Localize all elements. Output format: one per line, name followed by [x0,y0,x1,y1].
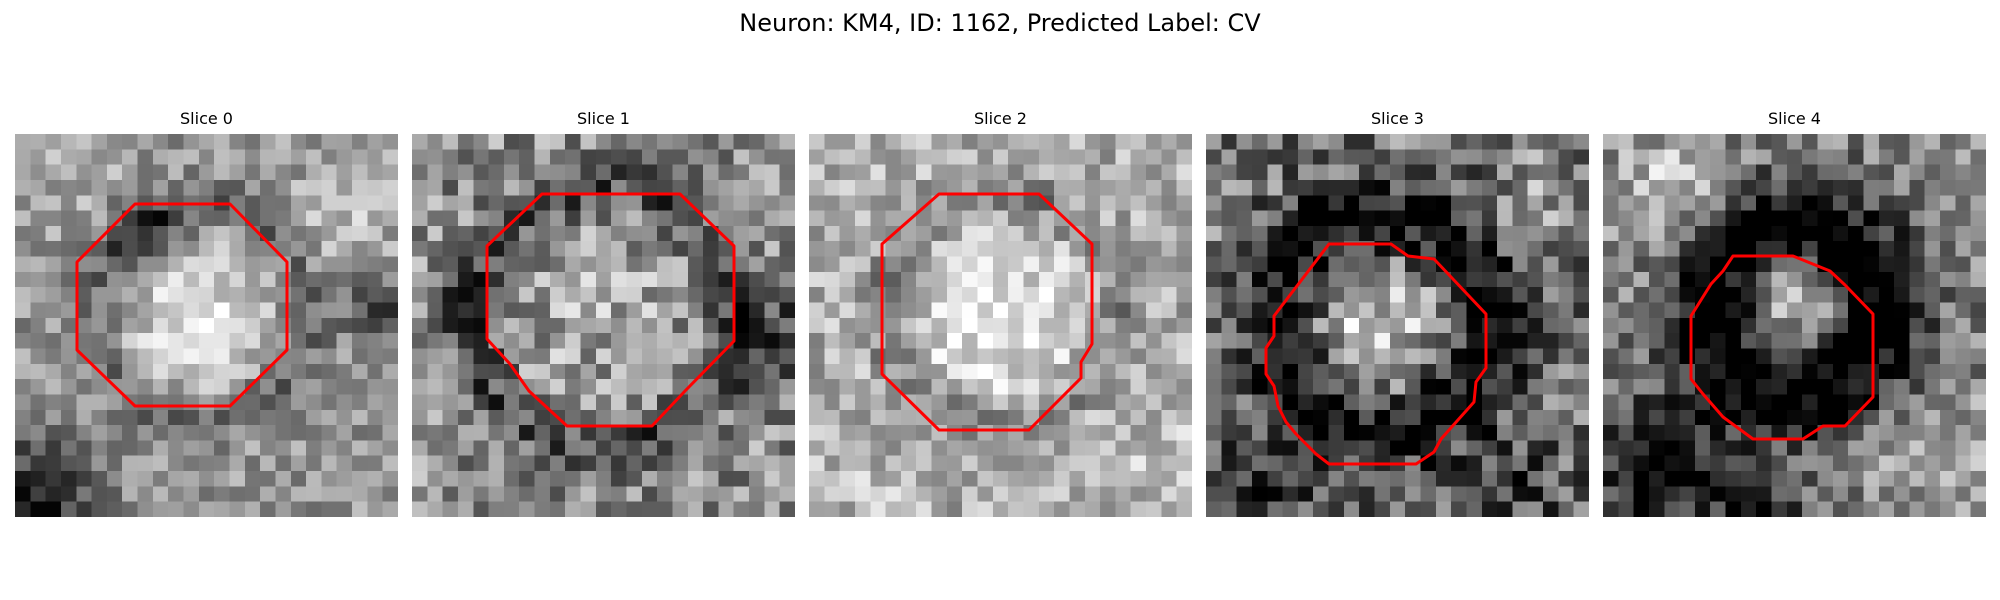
pixel-grid [1603,134,1986,517]
panel-slice-0: Slice 0 [15,108,398,518]
pixel-grid [809,134,1192,517]
pixel-grid [1206,134,1589,517]
segmentation-contour [1264,242,1488,466]
segmentation-contour [1689,254,1875,441]
slice-image [809,134,1192,517]
panel-title: Slice 0 [180,109,233,128]
segmentation-contour [485,192,736,428]
segmentation-contour [75,202,289,408]
panel-slice-2: Slice 2 [809,108,1192,518]
pixel-grid [15,134,398,517]
figure-title: Neuron: KM4, ID: 1162, Predicted Label: … [739,9,1261,37]
slice-image [1603,134,1986,517]
slice-image [15,134,398,517]
panel-title: Slice 1 [577,109,630,128]
panel-title: Slice 3 [1371,109,1424,128]
slice-image [412,134,795,517]
panel-title: Slice 4 [1768,109,1821,128]
pixel-grid [412,134,795,517]
slice-image [1206,134,1589,517]
panel-title: Slice 2 [974,109,1027,128]
panel-slice-4: Slice 4 [1603,108,1986,518]
panel-slice-3: Slice 3 [1206,108,1589,518]
panel-slice-1: Slice 1 [412,108,795,518]
segmentation-contour [880,192,1094,432]
